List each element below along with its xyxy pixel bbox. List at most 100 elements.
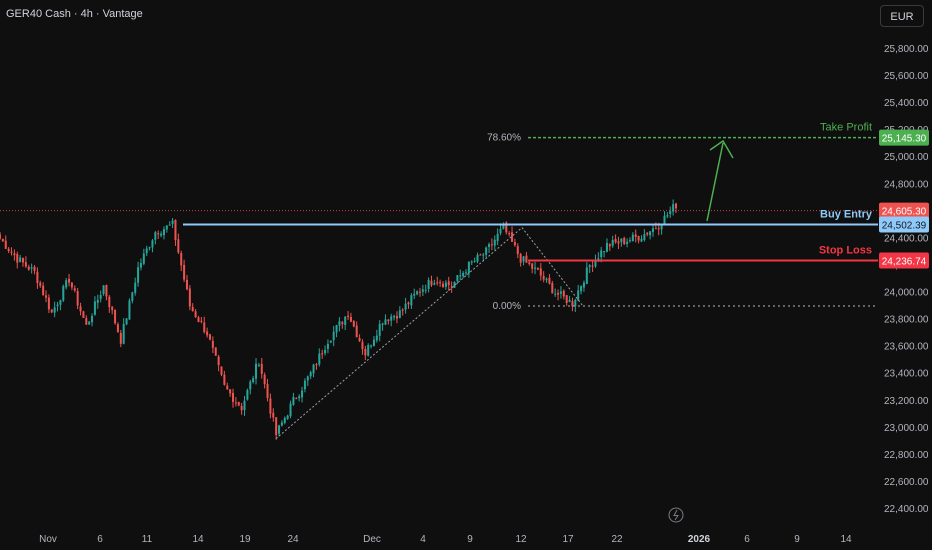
candle-body [651,228,654,232]
candle-body [220,366,223,375]
candle-body [85,318,88,325]
time-axis-tick: 6 [744,534,750,545]
candle-body [646,232,649,235]
candle-body [39,282,42,286]
current-price-tag-bg [879,202,929,219]
candle-body [672,204,675,212]
candle-body [246,389,249,400]
candle-body [416,291,419,295]
candle-body [289,403,292,417]
price-axis-tick: 24,000.00 [884,288,929,299]
candle-body [347,315,350,318]
candle-body [499,228,502,234]
time-axis-tick: 19 [239,534,251,545]
candle-body [278,425,281,434]
candle-body [424,289,427,291]
candle-body [105,285,108,297]
candle-body [462,272,465,277]
candle-body [554,293,557,295]
currency-button[interactable]: EUR [880,5,924,27]
time-axis-tick: 22 [611,534,623,545]
candle-body [306,376,309,381]
candle-body [27,266,30,270]
candle-body [640,238,643,242]
time-axis-tick: 4 [420,534,426,545]
candle-body [608,244,611,247]
candle-body [119,332,122,344]
candle-body [513,242,516,246]
candle-body [421,289,424,292]
candle-body [562,290,565,297]
candle-body [33,266,36,271]
candle-body [490,244,493,246]
candle-body [214,347,217,356]
candle-body [151,240,154,248]
candle-body [519,254,522,263]
candle-body [19,257,22,262]
candle-body [657,228,660,230]
candle-body [275,417,278,436]
candle-body [433,283,436,285]
candle-body [413,293,416,296]
candle-body [467,261,470,274]
candle-body [168,224,171,226]
candle-body [531,263,534,269]
candle-body [580,286,583,292]
price-axis-tick: 25,800.00 [884,44,929,55]
candle-body [631,234,634,242]
stop-loss-price-tag: 24,236.74 [882,256,927,267]
candle-body [628,240,631,242]
candle-body [568,299,571,302]
candle-body [375,335,378,341]
candle-body [128,300,131,320]
candle-body [142,253,145,264]
candle-body [395,316,398,319]
time-axis-tick: 6 [97,534,103,545]
candle-body [557,292,560,295]
candle-body [260,363,263,374]
candle-body [183,264,186,280]
candle-body [398,310,401,318]
candle-body [56,304,59,307]
candle-body [349,316,352,322]
candle-body [91,315,94,323]
candle-body [145,248,148,254]
candle-body [165,225,168,230]
fib-786-label: 78.60% [487,133,521,144]
candle-body [208,334,211,340]
time-axis-tick: 14 [192,534,204,545]
candle-body [585,267,588,284]
buy-entry-label: Buy Entry [820,209,873,221]
fib-0-label: 0.00% [493,301,521,312]
candle-body [338,321,341,326]
price-axis-tick: 22,400.00 [884,504,929,515]
price-axis-tick: 23,600.00 [884,342,929,353]
candle-body [450,286,453,288]
candle-body [139,263,142,268]
candle-body [252,378,255,383]
candle-body [407,302,410,305]
candle-body [4,240,7,249]
candle-body [663,215,666,225]
candle-body [45,295,48,298]
price-axis-tick: 23,000.00 [884,423,929,434]
candle-body [372,339,375,347]
candle-body [257,364,260,366]
candle-body [231,392,235,402]
candle-body [456,275,459,282]
candle-body [574,299,577,307]
candle-body [361,341,364,350]
candle-body [283,417,286,423]
candle-body [476,254,479,262]
candle-body [393,315,396,318]
candle-body [597,258,600,260]
candle-body [370,345,373,347]
candle-body [344,316,347,325]
current-price-tag: 24,605.30 [882,207,927,218]
buy-entry-price-tag-bg [879,216,929,233]
candle-body [479,254,482,256]
candle-body [70,282,73,288]
candle-body [666,215,669,217]
fib-trend-line [521,227,584,307]
